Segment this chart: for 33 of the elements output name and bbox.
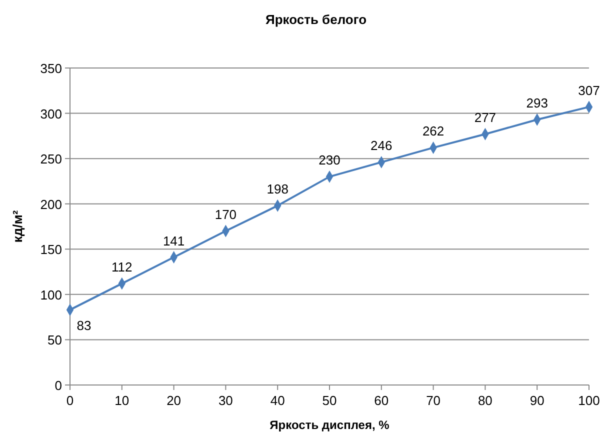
y-tick-label: 250 (40, 152, 62, 167)
y-tick-label: 0 (54, 378, 62, 393)
x-tick-label: 40 (270, 393, 285, 408)
y-tick-label: 100 (40, 287, 62, 302)
x-tick-label: 80 (478, 393, 492, 408)
x-tick-label: 90 (530, 393, 544, 408)
data-label: 198 (266, 182, 288, 197)
data-label: 112 (112, 260, 132, 275)
x-tick-label: 50 (322, 393, 337, 408)
chart-title: Яркость белого (265, 12, 367, 27)
x-tick-label: 10 (114, 393, 130, 408)
x-tick-label: 100 (578, 393, 600, 408)
x-tick-label: 70 (426, 393, 441, 408)
y-axis-title: кд/м² (10, 210, 25, 243)
y-tick-label: 300 (40, 106, 62, 122)
data-label: 230 (318, 152, 340, 168)
data-label: 141 (162, 233, 185, 248)
y-tick-label: 200 (40, 196, 62, 212)
x-tick-label: 20 (166, 393, 182, 408)
x-tick-label: 60 (374, 393, 389, 408)
y-tick-label: 350 (40, 61, 62, 76)
x-axis-title: Яркость дисплея, % (270, 418, 390, 432)
y-tick-label: 150 (40, 242, 62, 258)
x-tick-label: 0 (66, 393, 74, 408)
data-label: 246 (370, 138, 392, 154)
y-tick-label: 50 (48, 332, 62, 348)
x-tick-label: 30 (218, 393, 233, 408)
data-label: 307 (578, 82, 600, 98)
data-label: 83 (76, 318, 92, 333)
data-label: 170 (214, 207, 237, 222)
data-label: 277 (474, 110, 496, 126)
data-label: 293 (526, 96, 548, 111)
data-label: 262 (422, 124, 444, 139)
